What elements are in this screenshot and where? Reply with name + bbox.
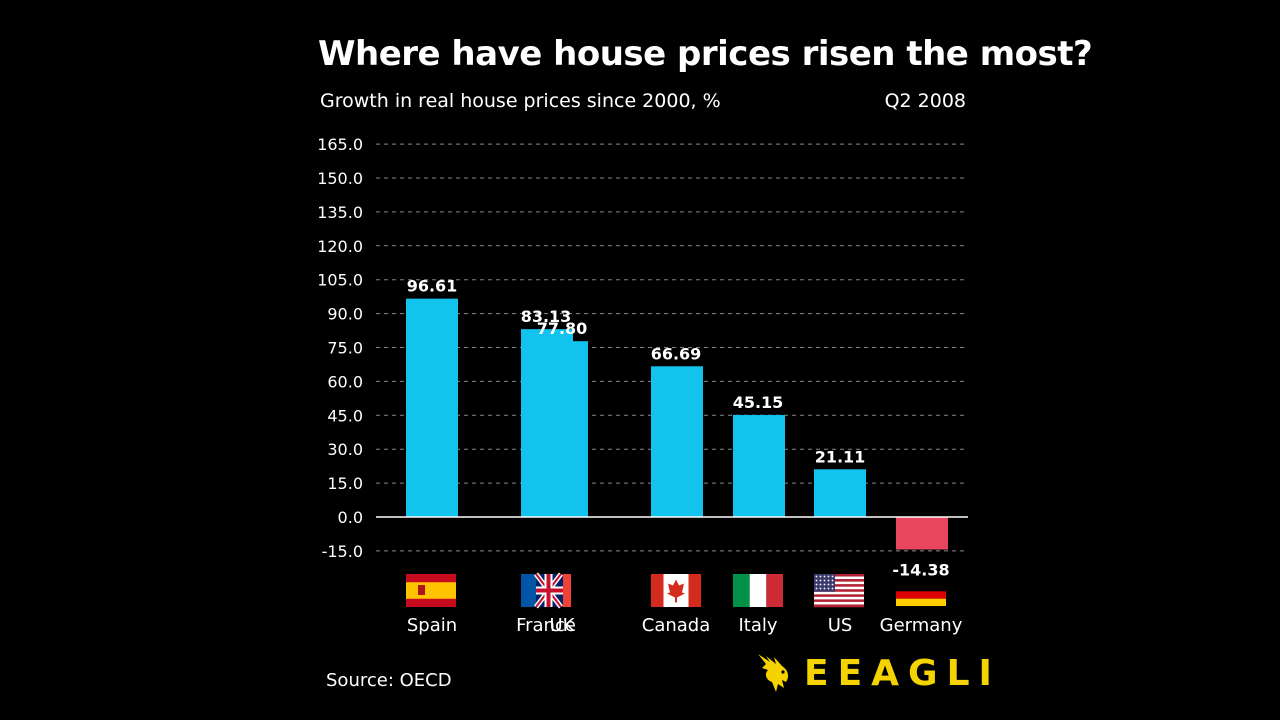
source-label: Source: OECD [326, 670, 452, 691]
value-label: 96.61 [407, 277, 458, 296]
y-tick-label: 150.0 [317, 169, 363, 188]
y-tick-label: 60.0 [327, 372, 363, 391]
bar-italy [733, 414, 785, 517]
y-tick-label: 105.0 [317, 271, 363, 290]
y-tick-label: -15.0 [322, 542, 363, 561]
chart-title: Where have house prices risen the most? [318, 34, 1093, 74]
canada-flag [651, 574, 701, 607]
value-label: 83.13 [521, 307, 572, 326]
y-tick-label: 135.0 [317, 203, 363, 222]
logo-text: EEAGLI [804, 652, 1001, 694]
value-label: 66.69 [651, 344, 702, 363]
y-tick-label: 0.0 [338, 508, 363, 527]
uk-flag [534, 572, 563, 609]
y-tick-label: 30.0 [327, 440, 363, 459]
germany-flag [896, 584, 946, 606]
category-label: Germany [880, 615, 963, 636]
category-label: Spain [407, 615, 457, 636]
y-tick-label: 75.0 [327, 339, 363, 358]
category-label: Italy [738, 615, 777, 636]
bar-uk [536, 341, 588, 517]
y-tick-label: 165.0 [317, 135, 363, 154]
value-label: 21.11 [815, 447, 866, 466]
period-label: Q2 2008 [884, 90, 966, 112]
us-flag [814, 574, 864, 608]
value-label: 45.15 [733, 393, 784, 412]
y-tick-label: 15.0 [327, 474, 363, 493]
bar-spain [406, 298, 458, 517]
bar-germany [896, 517, 948, 550]
category-label: UK [550, 615, 576, 636]
y-tick-label: 120.0 [317, 237, 363, 256]
bar-canada [651, 366, 703, 517]
y-tick-label: 90.0 [327, 305, 363, 324]
value-label: -14.38 [892, 560, 949, 579]
category-label: Canada [642, 615, 711, 636]
chart-subtitle: Growth in real house prices since 2000, … [320, 90, 721, 112]
category-label: France [516, 615, 576, 636]
category-label: US [828, 615, 853, 636]
italy-flag [733, 574, 783, 607]
spain-flag [406, 574, 456, 607]
bar-us [814, 469, 866, 517]
y-tick-label: 45.0 [327, 406, 363, 425]
eagle-icon [758, 654, 789, 692]
value-label: 77.80 [537, 319, 588, 338]
eeagli-logo: EEAGLI [756, 652, 1001, 694]
